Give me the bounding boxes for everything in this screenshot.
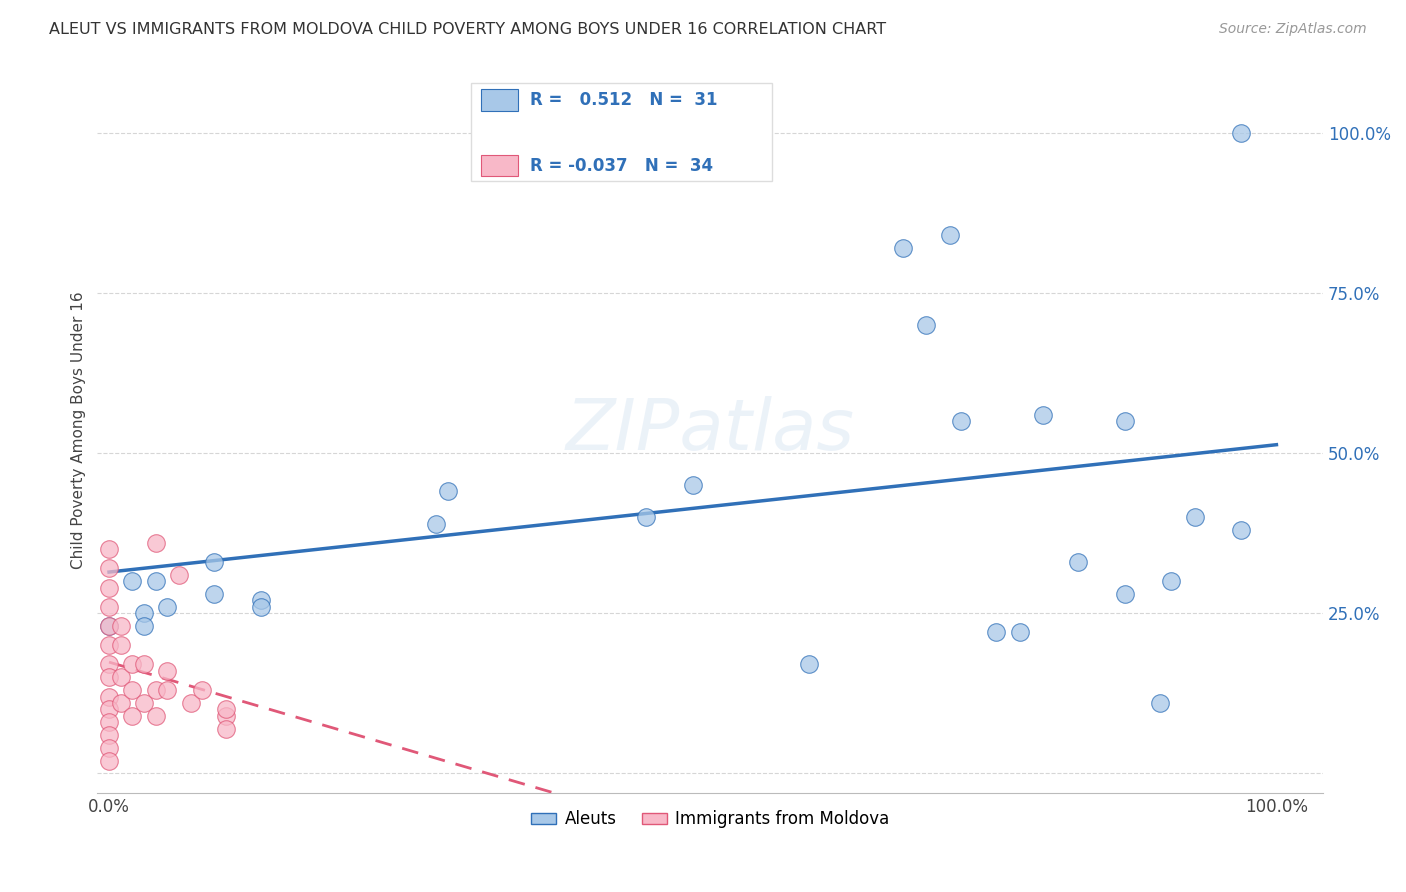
Point [191,683,214,698]
Point [132,619,155,633]
Point [1114,587,1136,601]
Point [98,619,121,633]
Point [1114,414,1136,428]
Point [121,657,143,672]
Point [98,657,121,672]
Text: ZIPatlas: ZIPatlas [565,396,855,465]
Point [915,318,938,332]
Point [202,555,225,569]
Point [98,754,121,768]
Point [1230,126,1253,140]
Point [215,708,238,723]
Point [1149,696,1171,710]
Bar [481,89,517,111]
Point [110,619,132,633]
Point [799,657,821,672]
Point [98,542,121,557]
Point [1067,555,1090,569]
Text: R = -0.037   N =  34: R = -0.037 N = 34 [530,157,713,175]
Point [145,708,167,723]
Legend: Aleuts, Immigrants from Moldova: Aleuts, Immigrants from Moldova [524,804,896,835]
Point [145,535,167,549]
Point [98,702,121,716]
Point [98,581,121,595]
Point [249,599,271,614]
FancyBboxPatch shape [471,83,772,181]
Point [98,638,121,652]
Point [98,670,121,684]
Point [98,715,121,730]
Point [98,690,121,704]
Point [110,696,132,710]
Point [121,708,143,723]
Point [484,126,506,140]
Point [98,728,121,742]
Point [98,599,121,614]
Point [145,574,167,589]
Point [436,484,458,499]
Point [156,664,179,678]
Text: ALEUT VS IMMIGRANTS FROM MOLDOVA CHILD POVERTY AMONG BOYS UNDER 16 CORRELATION C: ALEUT VS IMMIGRANTS FROM MOLDOVA CHILD P… [49,22,886,37]
Point [132,606,155,620]
Point [1184,510,1206,524]
Text: Source: ZipAtlas.com: Source: ZipAtlas.com [1219,22,1367,37]
Point [249,593,271,607]
Point [202,587,225,601]
Point [132,657,155,672]
Y-axis label: Child Poverty Among Boys Under 16: Child Poverty Among Boys Under 16 [72,292,86,569]
Point [121,683,143,698]
Point [215,722,238,736]
Point [938,228,960,243]
Point [156,683,179,698]
Point [98,619,121,633]
Point [167,567,190,582]
Point [132,696,155,710]
Point [121,574,143,589]
Point [950,414,973,428]
Point [215,702,238,716]
Point [634,510,657,524]
Point [1032,408,1054,422]
Point [425,516,447,531]
Point [1160,574,1182,589]
Point [98,740,121,755]
Point [180,696,202,710]
Bar [481,154,517,177]
Point [110,638,132,652]
Point [110,670,132,684]
Point [1230,523,1253,537]
Point [145,683,167,698]
Point [1008,625,1031,640]
Point [98,561,121,575]
Point [891,241,914,255]
Text: R =   0.512   N =  31: R = 0.512 N = 31 [530,91,717,109]
Point [156,599,179,614]
Point [986,625,1008,640]
Point [682,478,704,492]
